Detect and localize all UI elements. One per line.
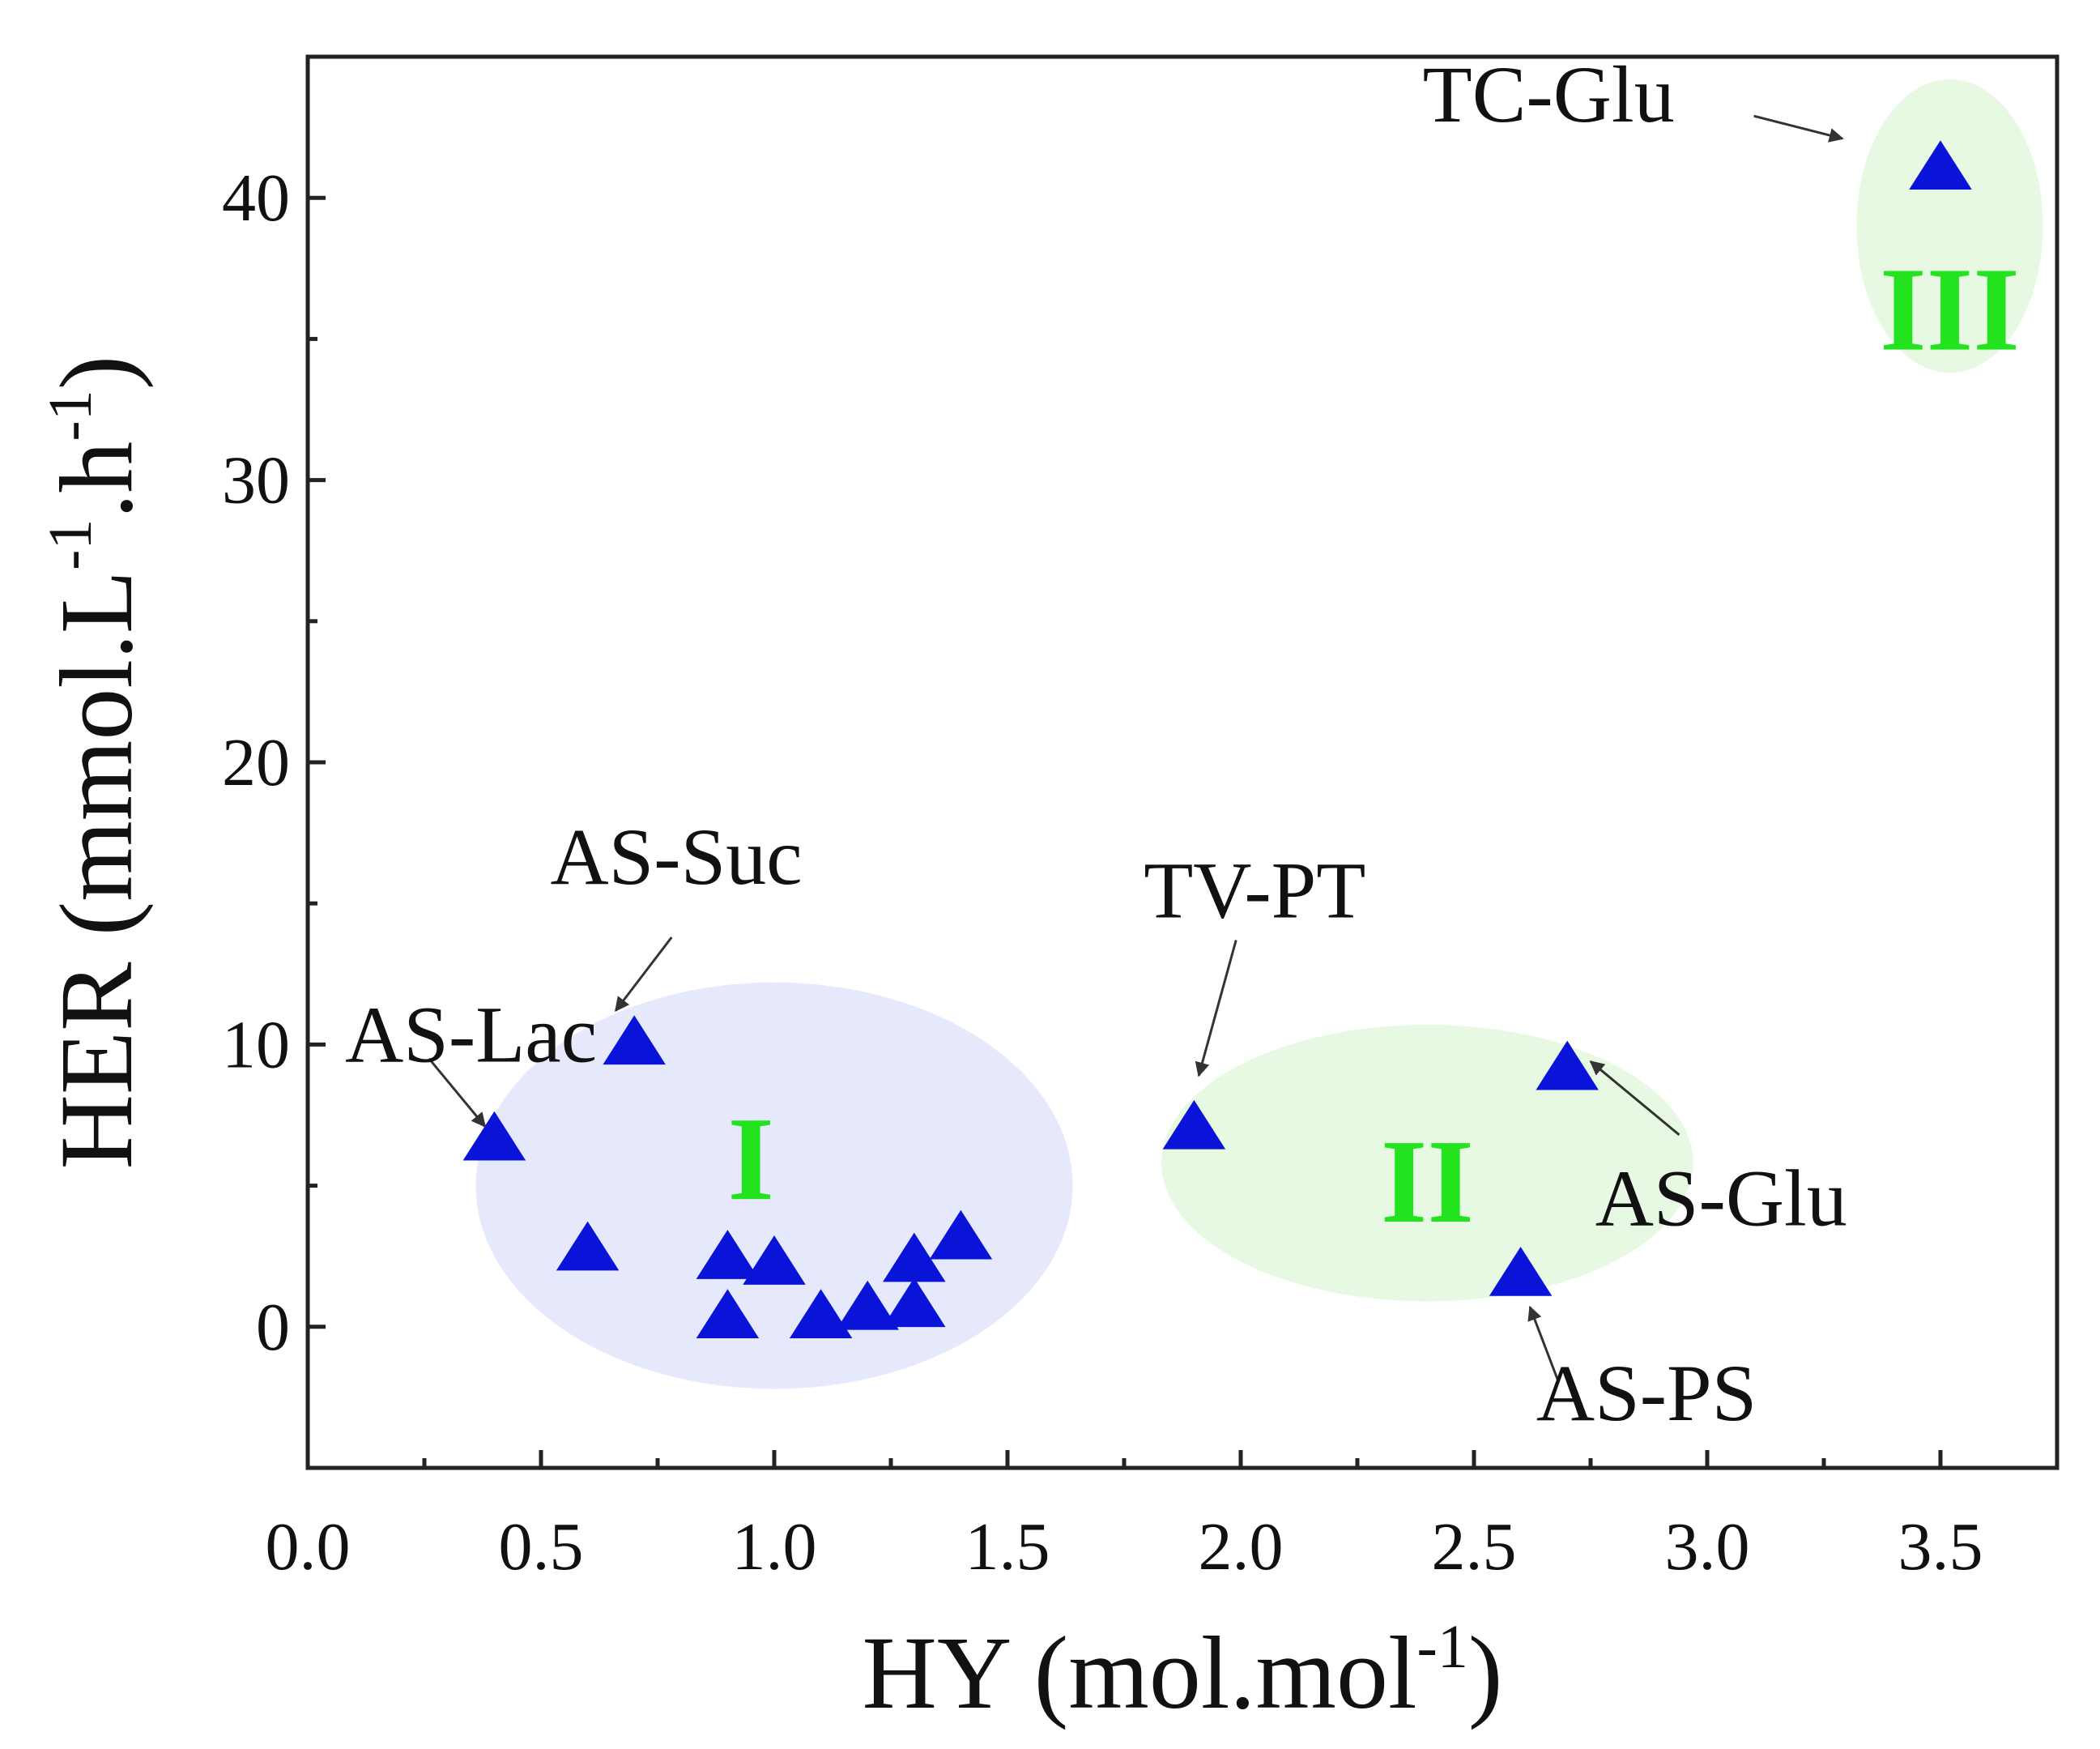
- x-tick-label: 3.5: [1898, 1509, 1983, 1585]
- x-axis: 0.0 0.5 1.0 1.5 2.0 2.5 3.0 3.5: [266, 1450, 1983, 1585]
- annotation-arrow-2: [1195, 940, 1237, 1077]
- y-axis: 0 10 20 30 40: [222, 54, 326, 1470]
- x-tick-label: 3.0: [1665, 1509, 1750, 1585]
- x-axis-label-sup: -1: [1417, 1613, 1468, 1681]
- data-point-1: [556, 1221, 620, 1271]
- region-III-label: III: [1880, 243, 2020, 376]
- data-point-4: [696, 1289, 760, 1339]
- data-point-11: [1162, 1099, 1226, 1150]
- region-I-label: I: [727, 1093, 774, 1226]
- y-axis-label-sup2: -1: [36, 390, 104, 441]
- x-tick-label: 2.5: [1432, 1509, 1517, 1585]
- annotation-label-0: AS-Lac: [345, 989, 597, 1079]
- annotation-label-2: TV-PT: [1144, 846, 1365, 936]
- y-tick-label: 30: [222, 443, 290, 518]
- annotation-label-3: AS-Glu: [1595, 1153, 1847, 1243]
- annotation-arrow-0: [428, 1057, 487, 1128]
- data-point-10: [929, 1209, 993, 1260]
- annotation-label-4: AS-PS: [1536, 1348, 1757, 1438]
- y-axis-label-sup1: -1: [36, 519, 104, 570]
- data-point-9: [883, 1278, 946, 1328]
- data-point-12: [1489, 1246, 1553, 1296]
- annotations-layer: AS-Lac AS-Suc TV-PT AS-Glu AS-PS TC-Glu: [345, 49, 1847, 1438]
- annotation-arrow-1: [614, 936, 673, 1013]
- y-tick-label: 0: [256, 1290, 290, 1365]
- data-point-13: [1536, 1040, 1599, 1090]
- annotation-label-1: AS-Suc: [550, 812, 802, 902]
- region-III-ellipse: [1856, 79, 2043, 373]
- y-axis-label-mid: .h: [39, 442, 154, 519]
- y-tick-label: 20: [222, 725, 290, 800]
- data-point-8: [883, 1232, 946, 1282]
- y-axis-label-prefix: HER (mmol.L: [39, 570, 154, 1170]
- x-tick-label: 1.0: [732, 1509, 817, 1585]
- data-point-14: [1909, 140, 1972, 190]
- data-point-0: [462, 1111, 526, 1161]
- x-axis-label-suffix: ): [1468, 1615, 1503, 1730]
- data-point-3: [696, 1230, 760, 1279]
- annotation-arrow-5: [1753, 114, 1844, 143]
- data-point-6: [789, 1289, 853, 1339]
- annotation-arrow-3: [1589, 1060, 1680, 1137]
- region-II-ellipse: [1161, 1025, 1693, 1302]
- points-layer: [462, 140, 1972, 1339]
- data-point-5: [743, 1235, 806, 1285]
- x-tick-label: 2.0: [1199, 1509, 1284, 1585]
- x-axis-label: HY (mol.mol-1): [863, 1613, 1503, 1730]
- region-I-ellipse: [475, 982, 1073, 1389]
- x-tick-label: 0.0: [266, 1509, 351, 1585]
- regions-layer: [475, 79, 2043, 1389]
- data-point-7: [836, 1280, 899, 1330]
- y-tick-label: 10: [222, 1007, 290, 1082]
- y-tick-label: 40: [222, 160, 290, 236]
- annotation-label-5: TC-Glu: [1423, 49, 1675, 139]
- region-II-label: II: [1381, 1116, 1474, 1248]
- x-tick-label: 0.5: [499, 1509, 584, 1585]
- y-axis-label: HER (mmol.L-1.h-1): [36, 356, 154, 1170]
- x-tick-label: 1.5: [965, 1509, 1050, 1585]
- data-point-2: [603, 1015, 666, 1065]
- y-axis-label-suffix: ): [39, 356, 154, 390]
- x-axis-label-main: HY (mol.mol: [863, 1615, 1417, 1730]
- annotation-arrow-4: [1527, 1305, 1560, 1381]
